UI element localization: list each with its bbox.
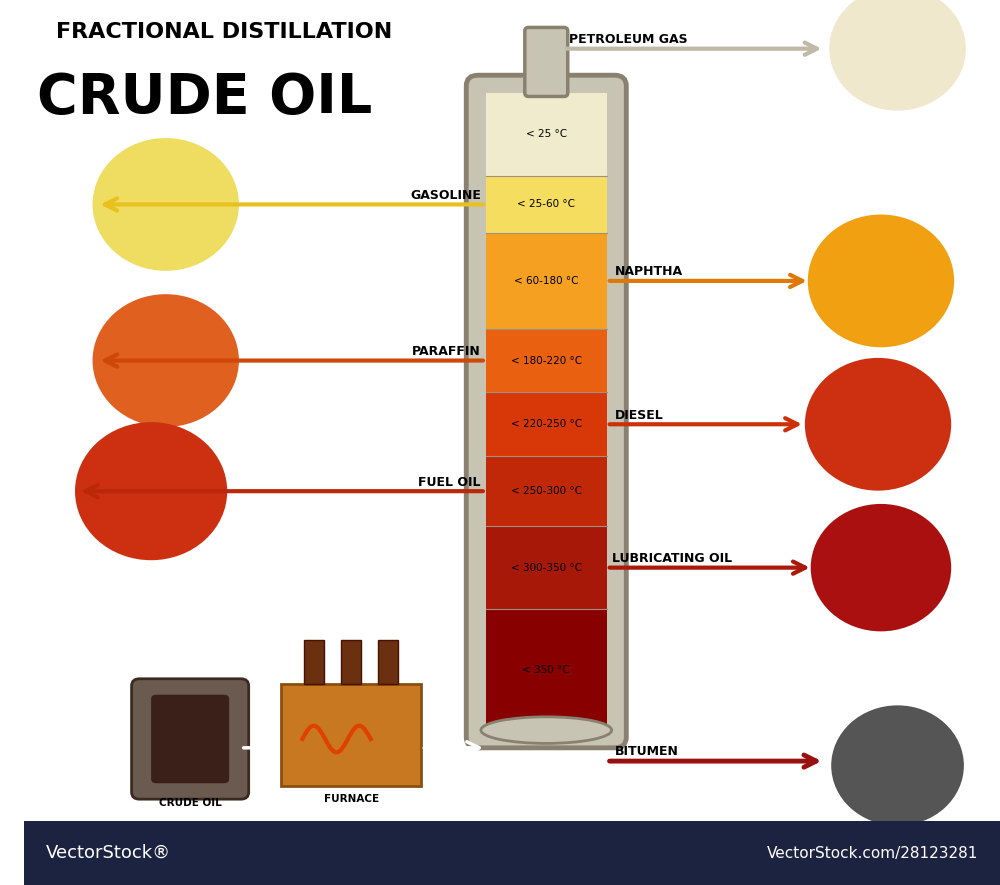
Text: PARAFFIN: PARAFFIN (412, 345, 481, 358)
Bar (486, 93, 607, 176)
Text: VectorStock.com/28123281: VectorStock.com/28123281 (767, 846, 979, 860)
Text: VectorStock®: VectorStock® (46, 844, 171, 862)
Text: < 25-60 °C: < 25-60 °C (517, 199, 575, 210)
Text: CRUDE OIL: CRUDE OIL (37, 71, 372, 125)
Circle shape (829, 0, 966, 111)
Circle shape (808, 214, 954, 347)
FancyBboxPatch shape (525, 27, 568, 96)
Bar (24, 821, 1000, 885)
Bar (486, 392, 607, 456)
Bar (486, 176, 607, 233)
Text: NAPHTHA: NAPHTHA (615, 266, 683, 278)
Text: < 350 °C: < 350 °C (522, 665, 570, 674)
Text: < 300-350 °C: < 300-350 °C (511, 563, 582, 573)
Text: < 220-250 °C: < 220-250 °C (511, 419, 582, 429)
Bar (486, 609, 607, 730)
Bar (486, 328, 607, 392)
Text: LUBRICATING OIL: LUBRICATING OIL (612, 552, 732, 565)
Circle shape (831, 705, 964, 826)
FancyBboxPatch shape (151, 695, 229, 783)
Text: BITUMEN: BITUMEN (615, 745, 678, 758)
Circle shape (93, 294, 239, 427)
FancyBboxPatch shape (304, 640, 324, 684)
FancyBboxPatch shape (466, 75, 626, 748)
Ellipse shape (481, 717, 612, 743)
Bar (486, 456, 607, 527)
Text: < 180-220 °C: < 180-220 °C (511, 356, 582, 366)
Circle shape (93, 138, 239, 271)
Bar (486, 233, 607, 328)
Text: < 250-300 °C: < 250-300 °C (511, 486, 582, 496)
Text: FURNACE: FURNACE (324, 794, 379, 804)
Text: DIESEL: DIESEL (615, 409, 663, 421)
Text: GASOLINE: GASOLINE (410, 189, 481, 202)
Text: CRUDE OIL: CRUDE OIL (159, 798, 222, 808)
Text: < 60-180 °C: < 60-180 °C (514, 276, 579, 286)
Text: FRACTIONAL DISTILLATION: FRACTIONAL DISTILLATION (56, 22, 392, 42)
FancyBboxPatch shape (341, 640, 361, 684)
Circle shape (75, 422, 227, 560)
Text: < 25 °C: < 25 °C (526, 129, 567, 139)
Circle shape (805, 358, 951, 490)
Bar (486, 527, 607, 609)
FancyBboxPatch shape (132, 679, 249, 799)
Text: PETROLEUM GAS: PETROLEUM GAS (569, 33, 687, 46)
Text: FUEL OIL: FUEL OIL (418, 475, 481, 489)
Circle shape (811, 504, 951, 631)
FancyBboxPatch shape (281, 684, 421, 786)
FancyBboxPatch shape (378, 640, 398, 684)
